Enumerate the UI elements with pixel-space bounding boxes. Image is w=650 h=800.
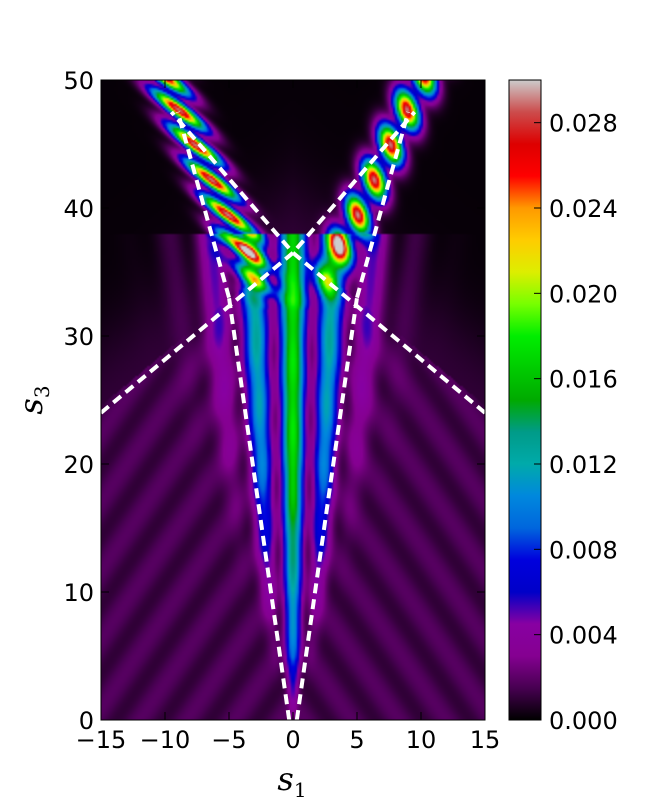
colorbar-ticks: 0.000 0.004 0.008 0.012 0.016 0.020 0.024 0.028 [534, 110, 618, 735]
y-tick-label: 50 [63, 67, 94, 95]
x-tick-label: 0 [285, 726, 300, 754]
y-tick-label: 0 [79, 707, 94, 735]
dashed-guide-lines [101, 110, 485, 720]
x-tick-label: 10 [406, 726, 437, 754]
x-axis-label: s1 [277, 760, 306, 800]
colorbar-tick-label: 0.012 [549, 451, 618, 479]
heatmap-image [101, 80, 485, 720]
left-caustic-lower-line [227, 297, 292, 720]
colorbar-bar [508, 79, 542, 721]
y-tick-label: 20 [63, 451, 94, 479]
colorbar-tick-label: 0.000 [549, 707, 618, 735]
colorbar-tick-label: 0.028 [549, 110, 618, 138]
x-axis-label-base: s [277, 760, 293, 798]
y-tick-label: 40 [63, 195, 94, 223]
left-caustic-upper-line [175, 111, 231, 299]
y-tick-label: 30 [63, 323, 94, 351]
y-axis-label-sub: 3 [30, 385, 54, 398]
colorbar-tick-label: 0.024 [549, 195, 618, 223]
x-tick-label: −10 [140, 726, 191, 754]
colorbar-tick-label: 0.008 [549, 536, 618, 564]
colorbar: 0.000 0.004 0.008 0.012 0.016 0.020 0.024 0.028 [508, 79, 618, 735]
y-axis-label: s3 [12, 385, 54, 414]
right-caustic-lower-line [294, 297, 359, 720]
x-tick-label: −5 [211, 726, 246, 754]
right-caustic-upper-line [355, 111, 411, 299]
colorbar-tick-label: 0.004 [549, 622, 618, 650]
x-axis-ticks: −15 −10 −5 0 5 10 15 [76, 80, 501, 754]
x-axis-label-sub: 1 [294, 778, 307, 800]
y-axis-label-base: s [12, 398, 50, 414]
x-tick-label: 15 [470, 726, 501, 754]
x-tick-label: −15 [76, 726, 127, 754]
y-axis-ticks: 0 10 20 30 40 50 [63, 67, 485, 735]
colorbar-tick-label: 0.016 [549, 366, 618, 394]
heatmap-plot: −15 −10 −5 0 5 10 15 0 10 20 30 40 50 [63, 67, 500, 754]
right-shadow-boundary-line [169, 110, 485, 415]
x-tick-label: 5 [349, 726, 364, 754]
y-tick-label: 10 [63, 579, 94, 607]
colorbar-tick-label: 0.020 [549, 280, 618, 308]
